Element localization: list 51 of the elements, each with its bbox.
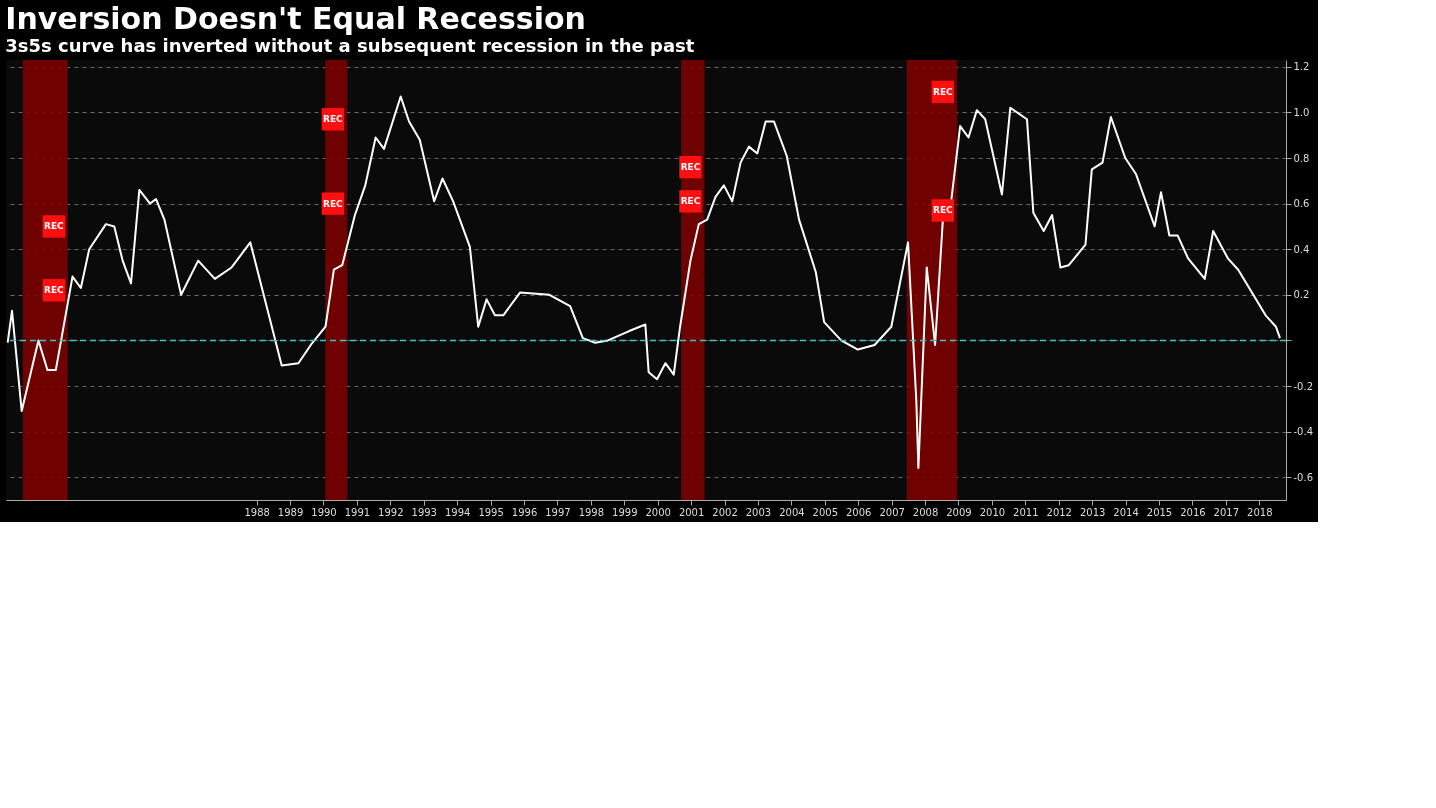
x-tick-label: 2001: [678, 506, 705, 518]
x-tick-label: 1995: [478, 506, 504, 518]
x-tick-label: 2012: [1046, 506, 1072, 518]
chart-title: Inversion Doesn't Equal Recession: [5, 1, 586, 36]
x-tick-label: 2006: [845, 506, 872, 518]
y-tick-label: 0.8: [1293, 152, 1310, 164]
x-tick-label: 2013: [1079, 506, 1106, 518]
x-tick-label: 2015: [1146, 506, 1173, 518]
x-tick-label: 1988: [244, 506, 270, 518]
annotation: REC: [932, 205, 954, 216]
annotation: REC: [932, 86, 954, 97]
annotation: REC: [43, 285, 65, 296]
x-tick-label: 1996: [511, 506, 538, 518]
x-tick-label: 1994: [444, 506, 471, 518]
x-tick-label: 2008: [912, 506, 939, 518]
x-tick-label: 2002: [712, 506, 738, 518]
x-tick-label: 1992: [378, 506, 404, 518]
x-tick-label: 1993: [411, 506, 437, 518]
x-tick-label: 2003: [745, 506, 772, 518]
x-tick-label: 1999: [612, 506, 638, 518]
y-tick-label: 1.0: [1293, 106, 1310, 118]
line-series: [6, 95, 1281, 470]
x-tick-label: 2018: [1247, 506, 1273, 518]
annotation: REC: [43, 221, 65, 232]
x-tick-label: 2000: [645, 506, 671, 518]
y-tick-label: -0.4: [1293, 426, 1314, 438]
y-tick-label: -0.6: [1293, 471, 1314, 483]
x-tick-label: 2010: [979, 506, 1006, 518]
x-tick-label: 2016: [1180, 506, 1206, 518]
x-tick-label: 2011: [1013, 506, 1039, 518]
x-tick-label: 2017: [1213, 506, 1240, 518]
x-tick-label: 1998: [578, 506, 605, 518]
x-tick-label: 1991: [344, 506, 371, 518]
x-tick-label: 1990: [311, 506, 337, 518]
x-tick-label: 1989: [277, 506, 304, 518]
y-tick-label: 0.2: [1293, 289, 1310, 301]
y-tick-label: -0.2: [1293, 380, 1314, 392]
x-tick-label: 2009: [946, 506, 972, 518]
annotation: REC: [680, 196, 701, 207]
chart-subtitle: 3s5s curve has inverted without a subsequent recession in the past: [5, 35, 695, 56]
x-tick-label: 2005: [812, 506, 839, 518]
x-tick-label: 2004: [779, 506, 805, 518]
x-tick-label: 2014: [1113, 506, 1139, 518]
x-tick-label: 1997: [545, 506, 571, 518]
annotation: REC: [680, 162, 701, 173]
y-tick-label: 0.6: [1293, 198, 1310, 210]
y-tick-label: 0.4: [1293, 243, 1310, 255]
annotation: REC: [323, 114, 344, 125]
x-tick-label: 2007: [879, 506, 905, 518]
y-tick-label: 1.2: [1293, 61, 1310, 73]
annotation: REC: [323, 198, 344, 209]
